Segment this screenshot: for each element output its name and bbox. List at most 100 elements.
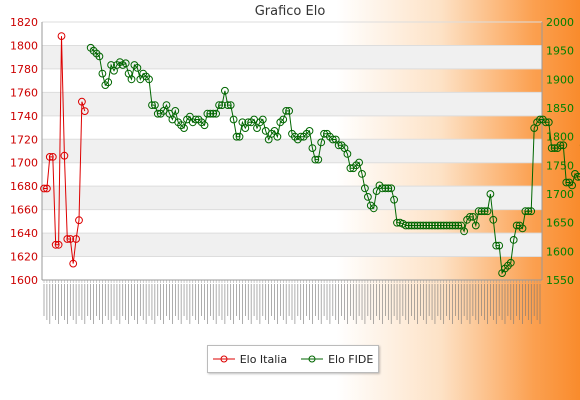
point-fide	[422, 221, 431, 230]
point-fide	[127, 75, 136, 84]
point-fide	[95, 52, 104, 61]
left-tick-label: 1820	[10, 16, 38, 29]
point-fide	[568, 181, 576, 190]
point-fide	[434, 221, 442, 230]
legend-item-fide: Elo FIDE	[301, 353, 373, 366]
right-tick-label: 1600	[546, 245, 574, 258]
left-tick-label: 1660	[10, 204, 38, 217]
point-fide	[308, 144, 317, 153]
point-fide	[466, 213, 474, 221]
point-fide	[521, 207, 530, 216]
point-fide	[451, 221, 460, 230]
point-fide	[416, 221, 425, 230]
left-tick-label: 1800	[10, 39, 38, 52]
point-fide	[212, 109, 221, 118]
left-tick-label: 1740	[10, 110, 38, 123]
point-fide	[171, 107, 180, 115]
point-fide	[410, 221, 419, 230]
point-fide	[258, 115, 267, 124]
point-fide	[454, 221, 463, 230]
point-fide	[145, 75, 153, 84]
left-tick-label: 1680	[10, 180, 38, 193]
point-fide	[489, 215, 498, 224]
point-fide	[559, 141, 568, 150]
point-fide	[506, 258, 515, 267]
point-fide	[492, 241, 501, 250]
point-fide	[218, 101, 226, 109]
point-fide	[547, 144, 556, 153]
point-fide	[200, 121, 209, 130]
point-fide	[428, 221, 436, 230]
left-tick-label: 1720	[10, 133, 38, 146]
point-fide	[384, 184, 393, 193]
point-fide	[311, 155, 320, 164]
point-fide	[361, 184, 369, 193]
point-italia	[54, 240, 63, 249]
legend: Elo Italia Elo FIDE	[207, 345, 379, 373]
series-line-fide	[90, 47, 580, 275]
left-tick-label: 1600	[10, 274, 38, 287]
point-italia	[72, 235, 80, 243]
point-fide	[445, 221, 454, 230]
point-italia	[51, 240, 60, 249]
point-fide	[206, 109, 215, 118]
point-fide	[404, 221, 413, 230]
point-fide	[448, 221, 457, 230]
point-fide	[162, 101, 171, 109]
point-fide	[364, 193, 372, 201]
point-fide	[358, 170, 366, 178]
series-line-italia	[44, 36, 86, 264]
point-fide	[419, 221, 428, 230]
point-italia	[40, 184, 48, 193]
point-fide	[343, 150, 352, 158]
point-fide	[474, 207, 483, 216]
point-italia	[63, 235, 72, 243]
point-fide	[235, 132, 244, 141]
point-fide	[203, 109, 212, 118]
point-fide	[282, 107, 291, 115]
grid-band	[42, 45, 542, 69]
right-tick-label: 1950	[546, 45, 574, 58]
point-fide	[98, 69, 107, 78]
point-fide	[133, 64, 142, 72]
point-fide	[480, 207, 489, 216]
point-italia	[66, 235, 75, 243]
left-tick-label: 1640	[10, 227, 38, 240]
left-tick-label: 1700	[10, 157, 38, 170]
point-fide	[413, 221, 422, 230]
point-fide	[541, 118, 550, 127]
point-fide	[273, 132, 282, 141]
point-fide	[471, 221, 480, 230]
right-tick-label: 1550	[546, 274, 574, 287]
chart-title: Grafico Elo	[254, 4, 326, 19]
point-fide	[527, 207, 536, 216]
legend-label-italia: Elo Italia	[239, 352, 288, 366]
point-fide	[305, 126, 314, 135]
right-tick-label: 1800	[546, 131, 574, 144]
point-italia	[43, 184, 51, 193]
point-italia	[78, 97, 86, 106]
right-tick-label: 1750	[546, 159, 574, 172]
point-italia	[60, 151, 69, 160]
point-fide	[574, 172, 580, 181]
point-italia	[57, 32, 66, 40]
point-fide	[425, 221, 434, 230]
point-fide	[279, 115, 288, 124]
point-fide	[442, 221, 451, 230]
right-tick-label: 1850	[546, 102, 574, 115]
grid-band	[42, 233, 542, 257]
point-italia	[80, 107, 89, 115]
right-tick-label: 2000	[546, 16, 574, 29]
point-fide	[477, 207, 486, 216]
point-fide	[439, 221, 448, 230]
point-fide	[387, 184, 396, 193]
point-fide	[221, 86, 229, 95]
right-tick-label: 1900	[546, 73, 574, 86]
grid-band	[42, 186, 542, 210]
point-fide	[518, 224, 527, 233]
point-fide	[469, 213, 477, 221]
grid-band	[42, 139, 542, 163]
point-fide	[209, 109, 218, 118]
point-fide	[285, 107, 294, 115]
